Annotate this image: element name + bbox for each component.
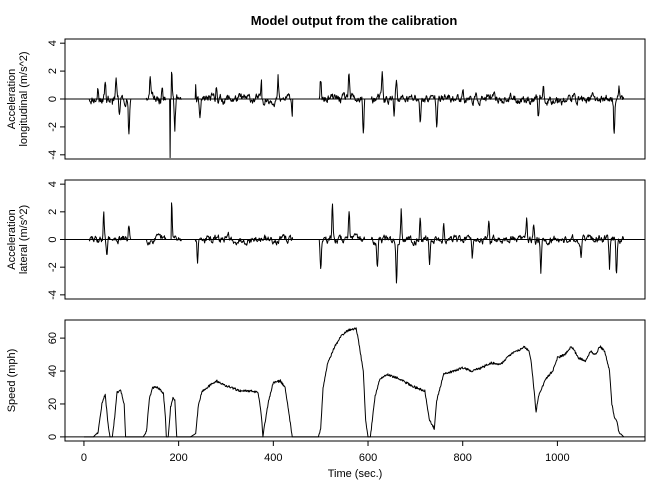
y-axis-label: Acceleration	[6, 209, 18, 270]
y-tick-label: -2	[47, 262, 59, 272]
y-axis-label: longitudinal (m/s^2)	[18, 51, 30, 146]
panel-lateral-acceleration: -4 -2 0 2 4 Acceleration lateral (m/s^2)	[6, 179, 646, 300]
x-tick-label: 0	[81, 452, 87, 464]
y-axis-label: lateral (m/s^2)	[18, 205, 30, 274]
y-tick-label: 2	[47, 68, 59, 74]
x-tick-label: 400	[264, 452, 282, 464]
chart-title: Model output from the calibration	[251, 13, 458, 28]
y-axis-label: Acceleration	[6, 69, 18, 130]
x-tick-label: 200	[169, 452, 187, 464]
y-tick-label: 0	[47, 434, 59, 440]
y-tick-label: -4	[47, 150, 59, 160]
plot-frame	[64, 319, 646, 442]
y-tick-label: -4	[47, 290, 59, 300]
y-tick-label: 2	[47, 209, 59, 215]
y-tick-label: 60	[47, 332, 59, 344]
y-tick-label: -2	[47, 122, 59, 132]
panel-longitudinal-acceleration: -4 -2 0 2 4 Acceleration longitudinal (m/s^2)	[6, 38, 646, 160]
y-tick-label: 0	[47, 96, 59, 102]
y-tick-label: 20	[47, 398, 59, 410]
series-line	[83, 327, 625, 438]
y-tick-label: 4	[47, 181, 59, 187]
y-axis-label: Speed (mph)	[6, 349, 18, 413]
x-axis-label: Time (sec.)	[328, 468, 383, 480]
x-tick-label: 600	[359, 452, 377, 464]
y-tick-label: 0	[47, 236, 59, 242]
y-tick-label: 40	[47, 365, 59, 377]
series-line	[83, 71, 625, 159]
x-tick-label: 800	[454, 452, 472, 464]
x-tick-label: 1000	[545, 452, 569, 464]
series-line	[83, 202, 625, 284]
y-tick-label: 4	[47, 40, 59, 46]
